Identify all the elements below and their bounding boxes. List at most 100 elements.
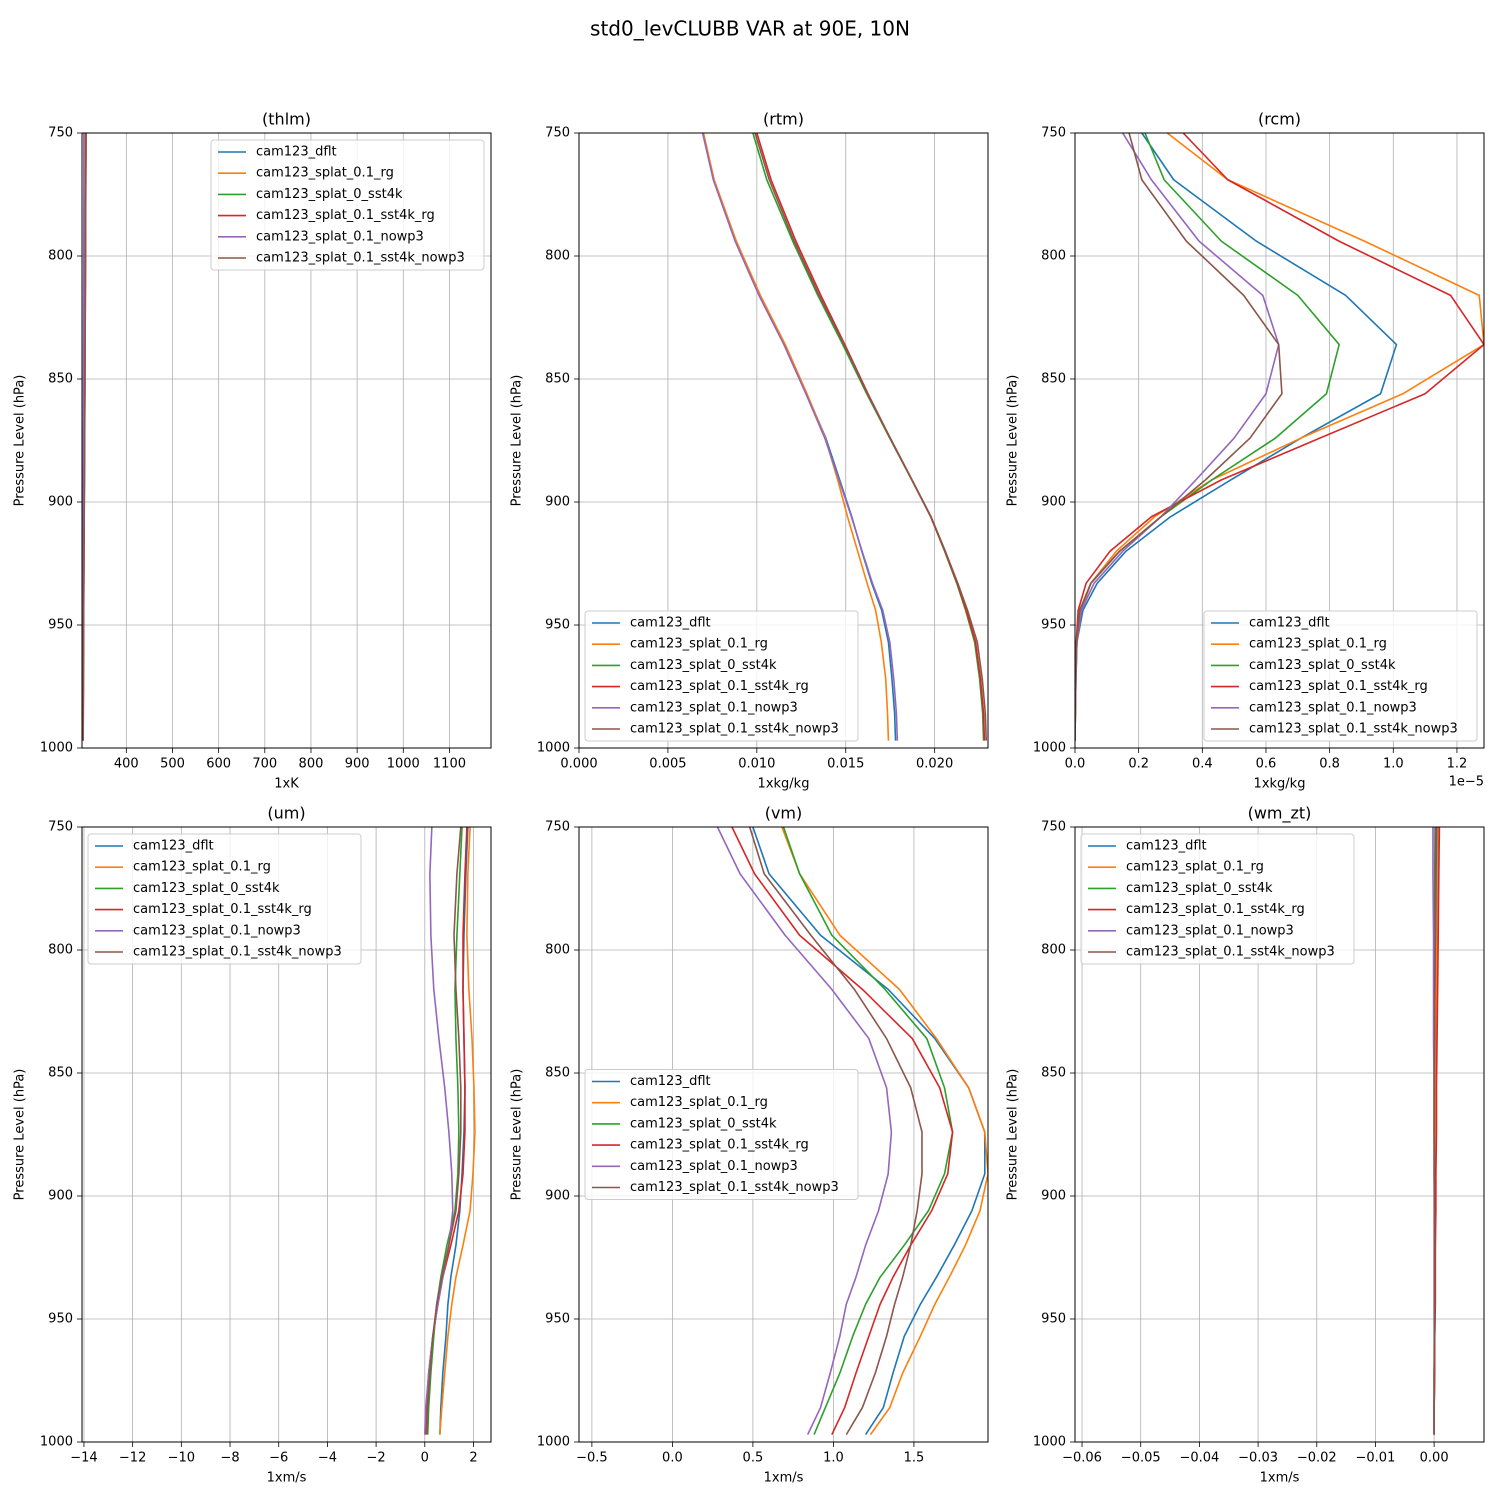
y-tick-label: 1000 [40,1435,73,1450]
x-axis-label: 1xm/s [1260,1471,1300,1486]
axes-frame [81,132,492,749]
x-tick-label: 0.0 [662,1451,683,1466]
x-tick-label: −0.04 [1179,1451,1219,1466]
data-line [439,827,476,1435]
legend-label: cam123_splat_0.1_sst4k_nowp3 [133,945,342,960]
x-tick-label: 2 [469,1451,477,1466]
y-tick-label: 950 [1041,618,1066,633]
y-tick-label: 1000 [537,1435,570,1450]
y-tick-label: 850 [545,372,570,387]
y-tick-label: 950 [1041,1312,1066,1327]
y-tick-label: 750 [1041,126,1066,141]
legend-label: cam123_splat_0_sst4k [256,187,403,202]
x-tick-label: 0.4 [1192,757,1213,772]
y-tick-label: 800 [545,943,570,958]
legend-label: cam123_splat_0_sst4k [133,881,280,896]
y-tick-label: 900 [545,495,570,510]
x-axis-label: 1xm/s [267,1471,307,1486]
legend-label: cam123_splat_0.1_sst4k_nowp3 [1126,945,1335,960]
x-tick-label: 900 [345,757,370,772]
y-tick-label: 900 [1041,495,1066,510]
y-axis-label: Pressure Level (hPa) [510,1069,525,1201]
x-tick-label: −2 [367,1451,386,1466]
legend-label: cam123_splat_0.1_sst4k_nowp3 [256,251,465,266]
legend-label: cam123_dflt [1249,616,1330,631]
y-tick-label: 750 [545,820,570,835]
legend-label: cam123_splat_0.1_nowp3 [630,1159,798,1174]
axes-frame [1074,132,1485,749]
data-line [731,827,954,1435]
axes-frame [578,826,989,1443]
y-tick-label: 1000 [1033,1435,1066,1450]
axes-frame [1074,826,1485,1443]
y-tick-label: 900 [48,1189,73,1204]
data-line [82,133,87,741]
x-tick-label: 0.000 [560,757,597,772]
legend-box [1203,610,1478,742]
data-line [702,133,890,741]
x-tick-label: −0.02 [1297,1451,1337,1466]
x-tick-label: 1100 [433,757,466,772]
panel-title: (vm) [765,804,803,823]
plot-lines [82,133,87,741]
y-tick-label: 850 [1041,1066,1066,1081]
legend-box [584,1069,859,1200]
data-line [782,827,954,1435]
legend-label: cam123_dflt [630,1074,711,1089]
x-tick-label: 0.5 [743,1451,764,1466]
x-tick-label: −0.05 [1121,1451,1161,1466]
x-tick-label: −14 [70,1451,97,1466]
x-axis-label: 1xK [274,777,299,792]
legend-label: cam123_splat_0.1_nowp3 [1249,700,1417,715]
x-tick-label: −6 [269,1451,288,1466]
x-tick-label: 0.2 [1128,757,1149,772]
x-tick-label: 500 [160,757,185,772]
y-tick-label: 800 [1041,249,1066,264]
plot-lines [1432,827,1441,1435]
axis-offset-text: 1e−5 [1449,775,1484,790]
x-tick-label: 1.2 [1447,757,1468,772]
legend-label: cam123_splat_0.1_rg [256,166,394,181]
panel-title: (um) [267,804,305,823]
legend-label: cam123_splat_0.1_rg [630,1095,768,1110]
legend-label: cam123_splat_0.1_sst4k_rg [133,902,312,917]
x-tick-label: −0.01 [1356,1451,1396,1466]
x-tick-label: −0.06 [1062,1451,1102,1466]
legend: cam123_dflt cam123_splat_0.1_rg cam123_spl… [210,139,485,271]
legend: cam123_dflt cam123_splat_0.1_rg cam123_spl… [584,1069,859,1200]
x-tick-label: 0.0 [1065,757,1086,772]
y-tick-label: 850 [1041,372,1066,387]
y-tick-label: 800 [1041,943,1066,958]
legend-label: cam123_splat_0.1_nowp3 [133,923,301,938]
legend-label: cam123_dflt [1126,839,1207,854]
data-line [1433,827,1437,1435]
x-tick-label: 0.6 [1256,757,1277,772]
y-axis-label: Pressure Level (hPa) [510,375,525,507]
y-tick-label: 1000 [537,741,570,756]
legend: cam123_dflt cam123_splat_0.1_rg cam123_spl… [1080,833,1355,965]
legend-label: cam123_dflt [256,145,337,160]
legend-label: cam123_splat_0.1_sst4k_rg [1249,679,1428,694]
x-tick-label: 0.010 [738,757,775,772]
plot-lines [701,133,988,741]
figure-title: std0_levCLUBB VAR at 90E, 10N [590,17,910,41]
axes-frame [578,132,989,749]
legend: cam123_dflt cam123_splat_0.1_rg cam123_spl… [1203,610,1478,742]
legend-label: cam123_splat_0.1_sst4k_nowp3 [1249,722,1458,737]
plot-lines [1075,133,1484,741]
x-tick-label: −4 [318,1451,337,1466]
y-tick-label: 850 [48,372,73,387]
x-tick-label: −0.5 [576,1451,608,1466]
legend-label: cam123_splat_0.1_sst4k_nowp3 [630,1180,839,1195]
data-line [754,133,988,741]
y-tick-label: 750 [1041,820,1066,835]
x-tick-label: 1.5 [904,1451,925,1466]
legend-label: cam123_splat_0.1_nowp3 [630,700,798,715]
plot-lines [716,827,988,1436]
x-tick-label: 1.0 [1383,757,1404,772]
x-tick-label: 0.020 [916,757,953,772]
y-tick-label: 800 [545,249,570,264]
x-tick-label: 800 [299,757,324,772]
x-tick-label: 1.0 [823,1451,844,1466]
